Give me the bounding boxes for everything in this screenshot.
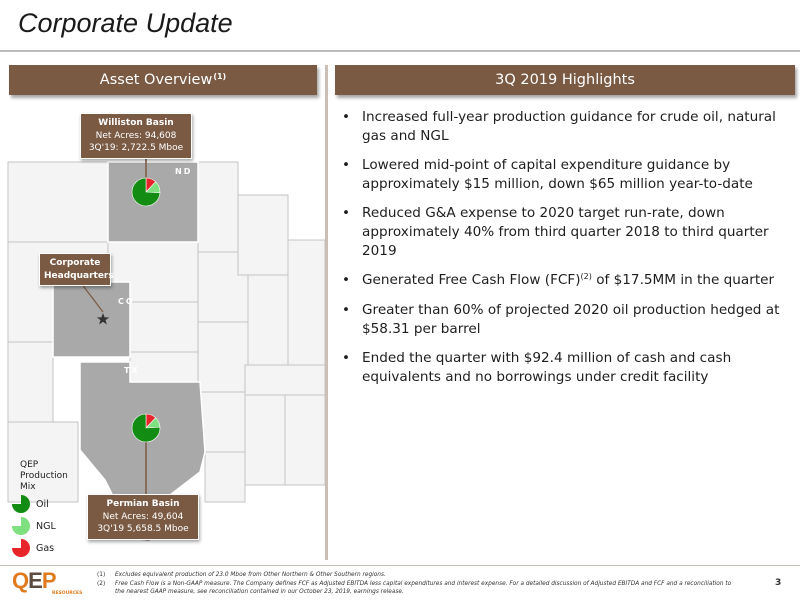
highlight-item: • Generated Free Cash Flow (FCF)(2) of $1… (340, 271, 780, 291)
highlight-text: Lowered mid-point of capital expenditure… (362, 157, 753, 192)
mix-title-line2: Production (20, 471, 68, 481)
highlight-text: Increased full-year production guidance … (362, 109, 776, 144)
map-state-mt (7, 161, 109, 243)
legend-item-gas: Gas (12, 539, 54, 557)
highlights-list: • Increased full-year production guidance… (340, 108, 780, 397)
title-divider (0, 50, 800, 52)
highlight-text: Ended the quarter with $92.4 million of … (362, 350, 732, 385)
panel-divider (325, 65, 328, 560)
map-state-ms (244, 394, 286, 486)
map-state-al (284, 394, 325, 486)
legend-ngl-icon (12, 517, 30, 535)
footnote: (2) Free Cash Flow is a Non-GAAP measure.… (97, 580, 737, 597)
legend-item-ngl: NGL (12, 517, 56, 535)
bullet-icon: • (342, 302, 351, 318)
williston-production: 3Q'19: 2,722.5 Mboe (88, 143, 184, 153)
williston-production-pie (131, 177, 161, 207)
legend-gas-label: Gas (36, 542, 55, 554)
us-map (7, 158, 325, 543)
hq-line1: Corporate (49, 258, 101, 268)
footnote-number: (2) (97, 580, 106, 587)
asset-overview-title: Asset Overview (99, 72, 213, 88)
page-number: 3 (775, 578, 782, 588)
legend-oil-label: Oil (36, 498, 49, 510)
pie-slice-oil (131, 413, 161, 443)
legend-gas-icon (12, 539, 30, 557)
highlight-item: • Lowered mid-point of capital expenditur… (340, 156, 780, 194)
map-state-ut (7, 341, 54, 423)
bullet-icon: • (342, 350, 351, 366)
permian-production: 3Q'19 5,658.5 Mboe (97, 524, 189, 534)
logo-wordmark: QEP (12, 568, 56, 593)
company-logo: QEP RESOURCES (12, 568, 82, 597)
bullet-icon: • (342, 205, 351, 221)
map-state-tn (244, 364, 325, 396)
asset-overview-header: Asset Overview (1) (9, 65, 317, 95)
footer-divider (0, 565, 800, 566)
hq-callout: Corporate Headquarters (39, 253, 114, 286)
bullet-icon: • (342, 157, 351, 173)
permian-name: Permian Basin (106, 499, 180, 509)
map-state-ks (129, 351, 201, 383)
state-label-co: CO (118, 297, 135, 306)
production-mix-title: QEP Production Mix (20, 460, 68, 493)
fcf-footnote-ref: (2) (580, 272, 592, 281)
map-state-ar (199, 391, 246, 453)
state-label-tx: TX (124, 366, 140, 375)
williston-name: Williston Basin (98, 118, 174, 128)
highlight-item: • Ended the quarter with $92.4 million of… (340, 349, 780, 387)
footnote-text: Free Cash Flow is a Non-GAAP measure. Th… (115, 580, 732, 596)
pie-slice-oil (131, 177, 161, 207)
map-state-la (204, 451, 246, 503)
highlight-text: Reduced G&A expense to 2020 target run-r… (362, 205, 769, 259)
williston-callout: Williston Basin Net Acres: 94,608 3Q'19:… (80, 113, 192, 159)
highlight-text-pre: Generated Free Cash Flow (FCF) (362, 272, 581, 288)
map-state-il (247, 274, 289, 366)
legend-ngl-label: NGL (36, 520, 56, 532)
highlights-header: 3Q 2019 Highlights (335, 65, 795, 95)
footnotes: (1) Excludes equivalent production of 23.… (97, 571, 737, 597)
map-state-mi-in (287, 239, 325, 371)
highlight-text: Greater than 60% of projected 2020 oil p… (362, 302, 780, 337)
footnote-number: (1) (97, 572, 106, 578)
hq-line2: Headquarters (44, 270, 114, 281)
headquarters-star-icon (96, 313, 110, 325)
williston-acres: Net Acres: 94,608 (95, 130, 177, 141)
legend-item-oil: Oil (12, 495, 49, 513)
map-state-wi (237, 194, 289, 276)
bullet-icon: • (342, 272, 351, 288)
logo-subtext: RESOURCES (52, 591, 83, 596)
asset-overview-footnote-ref: (1) (213, 71, 227, 81)
highlight-item: • Greater than 60% of projected 2020 oil … (340, 301, 780, 339)
highlight-item: • Reduced G&A expense to 2020 target run-… (340, 204, 780, 261)
map-state-nm (7, 421, 79, 503)
footnote: (1) Excludes equivalent production of 23.… (97, 571, 737, 580)
permian-production-pie (131, 413, 161, 443)
state-label-nd: ND (175, 167, 193, 176)
mix-title-line1: QEP (20, 460, 39, 470)
highlight-text-post: of $17.5MM in the quarter (591, 272, 775, 288)
permian-acres: Net Acres: 49,604 (102, 511, 184, 522)
map-state-mn (197, 161, 239, 253)
mix-title-line3: Mix (20, 482, 36, 492)
footnote-text: Excludes equivalent production of 23.0 M… (115, 572, 386, 578)
highlight-item: • Increased full-year production guidance… (340, 108, 780, 146)
bullet-icon: • (342, 109, 351, 125)
page-title: Corporate Update (18, 8, 233, 38)
permian-callout: Permian Basin Net Acres: 49,604 3Q'19 5,… (87, 494, 199, 540)
map-state-co (52, 281, 131, 358)
legend-oil-icon (12, 495, 30, 513)
